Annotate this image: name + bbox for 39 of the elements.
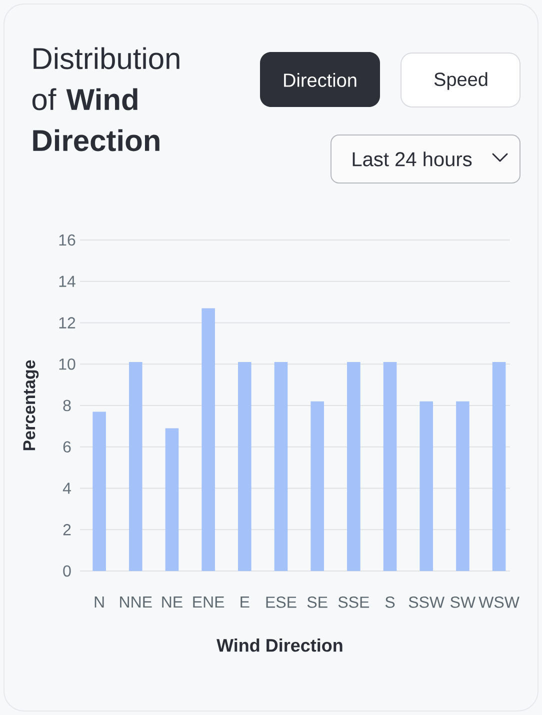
text: Direction — [284, 73, 356, 87]
text: Speed — [434, 72, 488, 90]
x-tick-label: NNE — [120, 596, 152, 608]
bar — [128, 362, 142, 571]
bar — [310, 401, 324, 571]
y-tick-label: 10 — [59, 358, 76, 370]
bar — [238, 362, 252, 571]
bar — [274, 362, 288, 571]
x-tick-label: ENE — [193, 596, 224, 608]
y-tick-label: 4 — [62, 482, 71, 494]
x-tick-label: S — [385, 596, 395, 608]
y-tick-label: 8 — [63, 400, 71, 412]
y-tick-label: 16 — [59, 234, 76, 246]
y-tick-label: 2 — [63, 524, 71, 536]
x-tick-label: WSW — [478, 596, 520, 608]
chart-title: Distribution of Wind Direction — [32, 47, 180, 152]
x-tick-label: E — [240, 596, 250, 608]
y-tick-label: 6 — [63, 441, 71, 453]
y-tick-label: 0 — [63, 565, 71, 577]
bar — [202, 308, 215, 571]
x-tick-label: SSW — [408, 596, 445, 608]
bar — [456, 401, 470, 571]
bar — [165, 428, 179, 571]
y-axis-title: Percentage — [23, 360, 39, 450]
x-axis-title: Wind Direction — [216, 638, 342, 652]
bar — [92, 412, 106, 571]
text: Last 24 hours — [352, 152, 472, 166]
y-tick-label: 14 — [59, 276, 76, 287]
x-tick-label: N — [94, 596, 104, 608]
bar — [383, 362, 397, 571]
bar — [420, 401, 434, 571]
x-tick-label: ESE — [266, 596, 296, 608]
x-tick-label: SW — [450, 596, 476, 608]
x-tick-label: SSE — [338, 596, 370, 608]
bar — [347, 362, 360, 571]
x-tick-label: SE — [307, 596, 328, 608]
bar — [492, 362, 506, 571]
x-tick-label: NE — [162, 596, 182, 608]
y-tick-label: 12 — [59, 317, 76, 328]
